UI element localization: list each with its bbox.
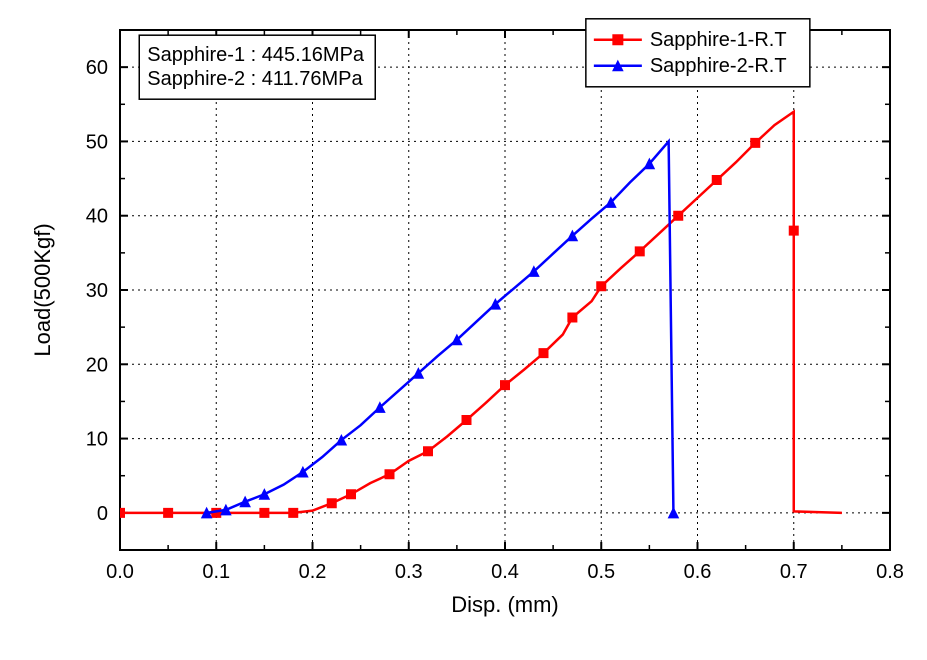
y-tick-label: 10 (86, 429, 108, 451)
legend-label: Sapphire-2-R.T (650, 55, 787, 77)
x-tick-label: 0.7 (780, 561, 808, 583)
data-marker (635, 247, 644, 256)
x-tick-label: 0.3 (395, 561, 423, 583)
y-tick-label: 30 (86, 280, 108, 302)
x-tick-label: 0.2 (299, 561, 327, 583)
data-marker (164, 508, 173, 517)
legend-label: Sapphire-1-R.T (650, 29, 787, 51)
y-tick-label: 60 (86, 57, 108, 79)
x-tick-label: 0.1 (202, 561, 230, 583)
x-tick-label: 0.4 (491, 561, 519, 583)
data-marker (347, 490, 356, 499)
x-tick-label: 0.5 (587, 561, 615, 583)
data-marker (462, 416, 471, 425)
x-axis-title: Disp. (mm) (451, 592, 559, 617)
data-marker (674, 211, 683, 220)
y-tick-label: 0 (97, 503, 108, 525)
note-line: Sapphire-1 : 445.16MPa (147, 44, 365, 66)
data-marker (424, 447, 433, 456)
data-marker (327, 499, 336, 508)
data-marker (260, 508, 269, 517)
y-tick-label: 50 (86, 131, 108, 153)
data-marker (289, 508, 298, 517)
data-marker (385, 470, 394, 479)
data-marker (751, 138, 760, 147)
y-axis-title: Load(500Kgf) (30, 223, 55, 356)
x-tick-label: 0.8 (876, 561, 904, 583)
chart-svg: 0.0 0.1 0.2 0.3 0.4 0.5 0.6 0.7 0.8 0 10 20 30 40 50 60… (0, 0, 927, 660)
x-tick-label: 0.6 (684, 561, 712, 583)
note-line: Sapphire-2 : 411.76MPa (147, 68, 363, 90)
data-marker (568, 313, 577, 322)
data-marker (712, 176, 721, 185)
data-marker (501, 381, 510, 390)
load-displacement-chart: 0.0 0.1 0.2 0.3 0.4 0.5 0.6 0.7 0.8 0 10 20 30 40 50 60… (0, 0, 927, 660)
y-tick-label: 40 (86, 206, 108, 228)
data-marker (539, 349, 548, 358)
y-tick-label: 20 (86, 354, 108, 376)
x-tick-label: 0.0 (106, 561, 134, 583)
legend-marker (613, 35, 623, 45)
data-marker (789, 226, 798, 235)
data-marker (597, 282, 606, 291)
